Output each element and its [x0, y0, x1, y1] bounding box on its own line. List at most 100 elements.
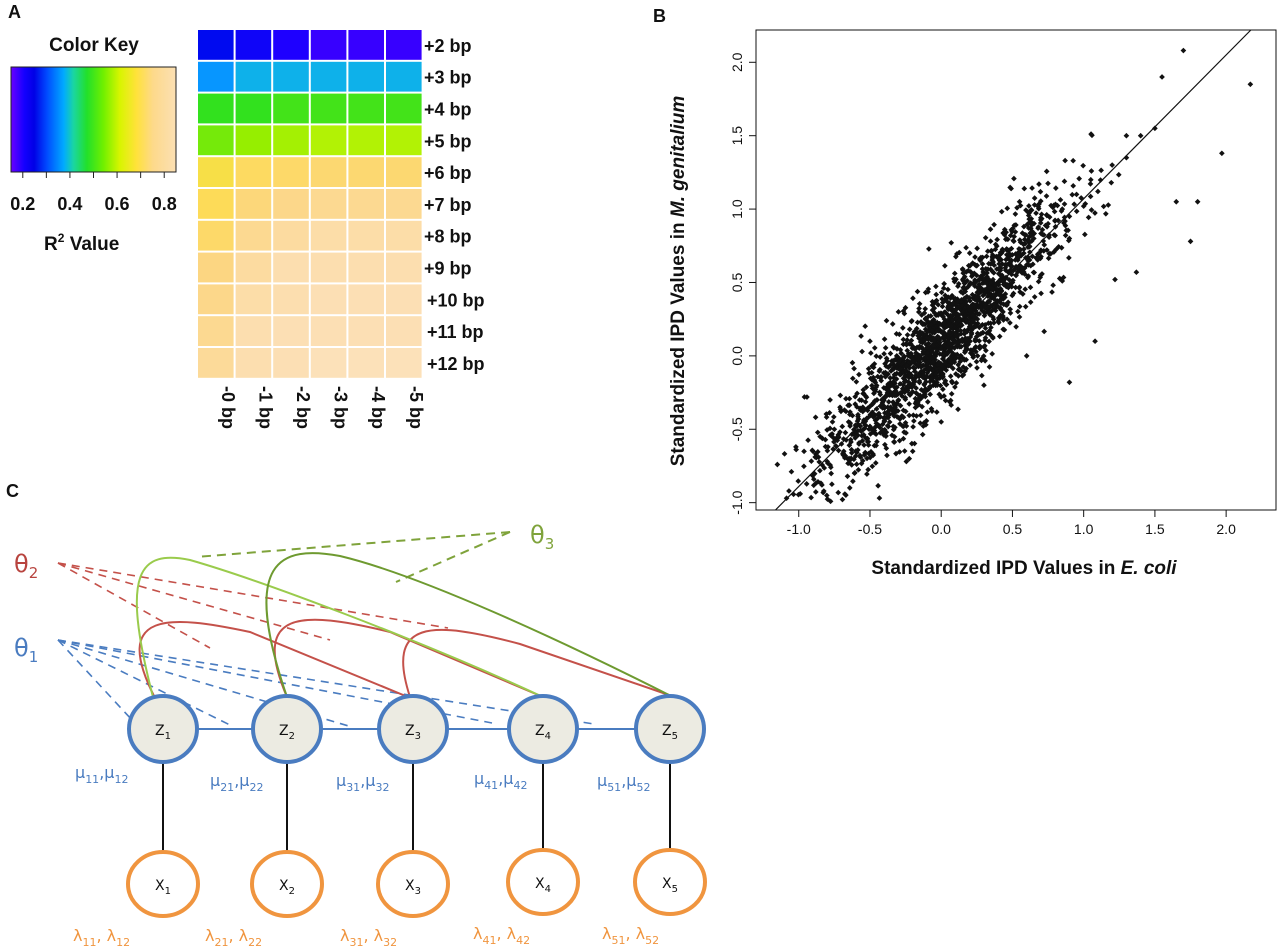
scatter-point: [881, 350, 887, 357]
x-node-label: X1: [155, 878, 171, 897]
x-tick-label: -0.5: [858, 521, 882, 537]
theta2-edges: [57, 562, 449, 649]
scatter-point: [1092, 210, 1098, 216]
scatter-point: [916, 379, 923, 386]
heatmap-cell: [198, 220, 234, 251]
scatter-point: [973, 294, 980, 300]
scatter-point: [982, 288, 989, 295]
scatter-point: [1007, 306, 1013, 313]
scatter-point: [1115, 171, 1122, 178]
heatmap-cell: [310, 220, 347, 251]
mu-label: μ11,μ12: [75, 763, 128, 786]
scatter-point: [864, 405, 871, 412]
scatter-point: [1004, 316, 1010, 323]
heatmap-cell: [235, 189, 272, 219]
scatter-point: [952, 295, 959, 302]
heatmap-cell: [273, 157, 309, 187]
scatter-point: [900, 414, 907, 421]
scatter-point: [871, 345, 878, 351]
scatter-point: [887, 350, 894, 357]
scatter-point: [1048, 202, 1054, 209]
scatter-point: [1061, 178, 1068, 185]
scatter-point: [1112, 276, 1118, 283]
heatmap-cell: [198, 189, 234, 219]
scatter-point: [951, 359, 958, 365]
scatter-point: [882, 369, 889, 376]
scatter-point: [1009, 228, 1015, 235]
z-node: [127, 694, 199, 764]
scatter-point: [893, 450, 899, 457]
scatter-point: [938, 289, 945, 296]
scatter-point: [824, 458, 831, 465]
scatter-point: [1088, 168, 1095, 174]
z-node: [634, 694, 706, 764]
heatmap-cell: [310, 284, 347, 315]
scatter-point: [984, 270, 990, 276]
scatter-point: [929, 408, 935, 414]
scatter-point: [966, 323, 973, 330]
scatter-point: [854, 390, 860, 397]
scatter-point: [803, 481, 810, 487]
scatter-point: [980, 329, 986, 336]
scatter-point: [981, 309, 987, 315]
graphical-model-panel: Z1 Z2 Z3 Z4 Z5 X1 X2 X3 X4 X5 μ11,μ12 μ21,μ22 μ31,…: [14, 521, 707, 949]
scatter-point: [911, 365, 918, 372]
scatter-point: [896, 359, 902, 365]
scatter-point: [914, 288, 921, 295]
scatter-point: [829, 419, 836, 425]
heatmap-cell: [235, 157, 272, 187]
scatter-point: [870, 400, 877, 407]
scatter-point: [967, 362, 973, 369]
scatter-point: [1053, 185, 1059, 191]
heatmap-row-label: +3 bp: [424, 68, 472, 88]
heatmap-cell: [198, 284, 234, 315]
scatter-point: [960, 364, 967, 370]
scatter-point: [1016, 198, 1023, 205]
scatter-point: [1031, 195, 1038, 201]
scatter-point: [812, 489, 819, 495]
theta3-arcs: [135, 552, 670, 698]
x-nodes: X1 X2 X3 X4 X5: [126, 848, 707, 918]
scatter-point: [923, 421, 929, 428]
scatter-point: [1024, 221, 1031, 228]
theta3-label: θ3: [530, 521, 554, 553]
scatter-point: [944, 344, 951, 350]
x-node: [376, 850, 450, 918]
scatter-point: [991, 292, 997, 298]
lambda-label: λ21, λ22: [205, 926, 262, 949]
scatter-point: [851, 365, 857, 372]
x-node: [250, 850, 324, 918]
scatter-point: [873, 442, 879, 449]
scatter-point: [1012, 211, 1019, 217]
scatter-point: [955, 318, 962, 324]
scatter-point: [942, 292, 949, 299]
scatter-point: [941, 393, 947, 399]
scatter-point: [863, 394, 870, 401]
x-node-label: X5: [662, 876, 678, 895]
mu-label: μ51,μ52: [597, 771, 650, 794]
scatter-point: [953, 371, 959, 377]
scatter-point: [927, 383, 934, 390]
scatter-point: [974, 353, 981, 359]
scatter-point: [882, 345, 889, 351]
scatter-point: [843, 492, 849, 498]
heatmap-row-label: +2 bp: [424, 36, 472, 56]
scatter-point: [908, 337, 915, 344]
heatmap-cell: [198, 316, 234, 346]
scatter-point: [865, 365, 872, 372]
scatter-point: [876, 368, 883, 375]
scatter-point: [827, 432, 834, 438]
scatter-point: [1037, 198, 1044, 204]
scatter-point: [919, 431, 926, 438]
heatmap-col-label: -0 bp: [218, 386, 238, 429]
scatter-point: [985, 276, 992, 282]
scatter-point: [906, 455, 913, 462]
scatter-point: [988, 302, 994, 309]
scatter-point: [1005, 261, 1012, 267]
scatter-point: [896, 437, 903, 444]
scatter-point: [929, 375, 935, 382]
scatter-point: [967, 338, 973, 345]
x-tick-label: 1.5: [1145, 521, 1165, 537]
scatter-point: [976, 311, 983, 317]
heatmap-cell: [198, 157, 234, 187]
